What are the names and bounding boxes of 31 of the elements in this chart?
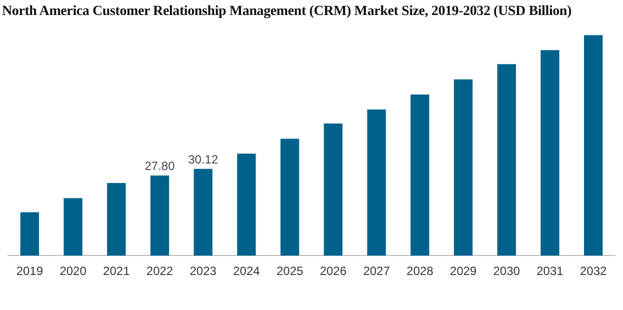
x-tick-label: 2019	[16, 264, 44, 278]
bar	[497, 64, 516, 256]
bar	[324, 124, 343, 256]
chart-title: North America Customer Relationship Management (CRM) Market Size, 2019-2032 (USD Billion)	[2, 4, 572, 20]
x-tick-label: 2021	[103, 264, 130, 278]
x-tick-label: 2024	[233, 264, 260, 278]
bar	[584, 35, 603, 256]
x-tick-label: 2020	[60, 264, 87, 278]
x-tick-label: 2023	[190, 264, 217, 278]
x-tick-label: 2025	[276, 264, 304, 278]
bar	[64, 198, 82, 256]
x-tick-label: 2027	[363, 264, 390, 278]
x-tick-label: 2031	[536, 264, 564, 278]
data-label: 30.12	[188, 152, 218, 166]
bar	[150, 175, 170, 256]
bar	[280, 138, 300, 256]
bar	[540, 50, 560, 256]
bar	[237, 154, 256, 256]
x-tick-label: 2022	[146, 264, 174, 278]
x-tick-label: 2029	[450, 264, 477, 278]
bar	[454, 79, 473, 256]
bar	[367, 109, 386, 256]
bar	[194, 168, 212, 256]
data-label: 27.80	[144, 159, 176, 174]
x-tick-label: 2026	[320, 264, 347, 278]
bar	[20, 212, 40, 256]
x-tick-label: 2030	[493, 264, 520, 278]
x-tick-label: 2028	[406, 264, 434, 278]
bar	[107, 182, 126, 256]
x-tick-label: 2032	[580, 264, 607, 278]
bar	[410, 94, 430, 256]
